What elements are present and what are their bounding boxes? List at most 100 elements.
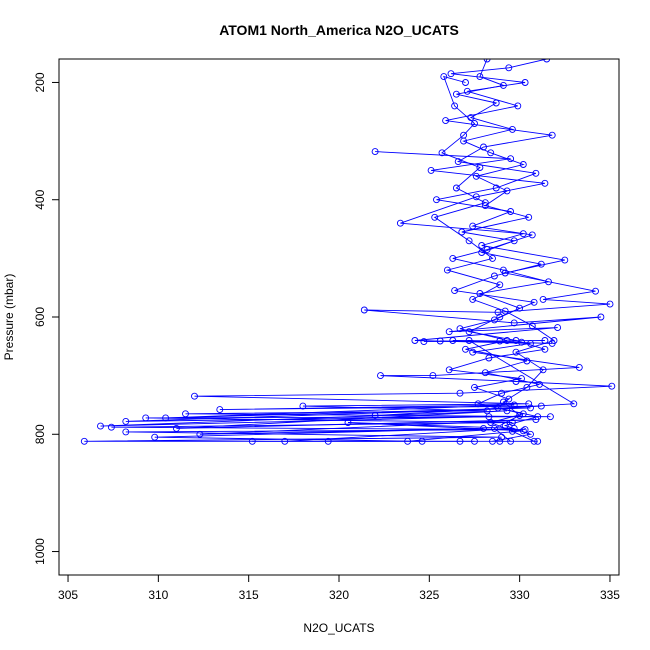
data-point (505, 64, 513, 72)
data-point (496, 437, 504, 445)
x-tick-label: 335 (600, 588, 620, 602)
data-point (451, 287, 459, 295)
series-line (433, 75, 556, 442)
data-point (371, 148, 379, 156)
data-point (122, 417, 130, 425)
data-point (396, 219, 404, 227)
data-point (440, 73, 448, 81)
data-point (499, 398, 507, 406)
data-point (521, 79, 529, 86)
x-tick-label: 325 (419, 588, 439, 602)
data-point (97, 422, 104, 430)
data-point (191, 392, 198, 400)
data-point (507, 208, 515, 215)
data-point (490, 316, 498, 324)
data-point (532, 416, 540, 424)
data-point (458, 228, 466, 236)
y-tick-label: 400 (33, 189, 47, 209)
data-point (546, 413, 554, 421)
x-tick-label: 320 (329, 588, 349, 602)
data-point (608, 382, 616, 390)
data-point (489, 254, 496, 262)
data-layer (80, 59, 616, 445)
data-point (516, 304, 524, 312)
data-point (151, 433, 159, 441)
data-point (554, 324, 562, 332)
data-point (460, 131, 468, 139)
data-point (480, 143, 487, 151)
data-point (469, 348, 477, 356)
data-point (172, 424, 180, 432)
data-point (510, 401, 518, 409)
data-point (496, 337, 504, 345)
data-point (534, 437, 542, 445)
data-point (528, 322, 536, 330)
data-point (507, 155, 515, 163)
data-point (122, 428, 130, 436)
data-point (516, 412, 524, 419)
data-point (436, 337, 444, 345)
data-point (492, 184, 500, 192)
data-point (512, 348, 520, 356)
data-point (575, 363, 583, 371)
data-point (518, 338, 525, 346)
y-tick-label: 200 (33, 72, 47, 92)
data-point (550, 337, 558, 344)
y-axis: 200 400 600 800 1000 (33, 72, 60, 565)
data-point (451, 102, 459, 110)
y-tick-label: 1000 (33, 538, 47, 565)
data-point (445, 366, 453, 374)
data-point (539, 366, 547, 374)
data-point (514, 102, 522, 110)
data-point (377, 372, 384, 380)
data-point (501, 307, 509, 315)
x-axis-label: N2O_UCATS (303, 621, 374, 635)
data-point (570, 400, 578, 408)
data-point (490, 272, 498, 280)
data-point (510, 424, 518, 432)
data-point (527, 404, 534, 412)
data-point (523, 383, 531, 391)
data-point (196, 430, 204, 438)
data-point (445, 328, 453, 336)
data-point (216, 406, 224, 414)
data-point (501, 269, 509, 277)
data-point (429, 372, 437, 380)
x-tick-label: 305 (58, 588, 78, 602)
data-point (527, 430, 534, 438)
data-point (528, 231, 536, 239)
data-point (543, 59, 551, 63)
data-point (510, 319, 518, 327)
data-point (463, 87, 471, 95)
data-point (537, 402, 545, 410)
y-tick-label: 600 (33, 307, 47, 327)
data-point (481, 199, 489, 207)
data-point (371, 412, 379, 419)
data-point (519, 161, 527, 168)
data-point (496, 313, 504, 321)
data-point (411, 337, 419, 344)
data-point (480, 424, 487, 432)
data-point (606, 300, 614, 308)
data-point (539, 295, 547, 303)
data-point (507, 437, 515, 445)
x-tick-label: 315 (239, 588, 259, 602)
data-point (478, 242, 486, 249)
data-point (469, 295, 477, 303)
data-point (498, 389, 506, 397)
data-point (530, 298, 538, 306)
data-point (462, 345, 469, 353)
data-point (541, 345, 549, 353)
data-point (80, 437, 88, 445)
x-axis: 305 310 315 320 325 330 335 (58, 574, 620, 602)
data-point (431, 213, 439, 221)
data-point (418, 437, 426, 445)
y-axis-label: Pressure (mbar) (2, 274, 16, 361)
data-point (490, 424, 498, 432)
data-point (462, 79, 469, 86)
data-point (449, 337, 457, 344)
data-point (248, 437, 256, 445)
data-point (443, 266, 451, 274)
data-point (545, 278, 552, 286)
